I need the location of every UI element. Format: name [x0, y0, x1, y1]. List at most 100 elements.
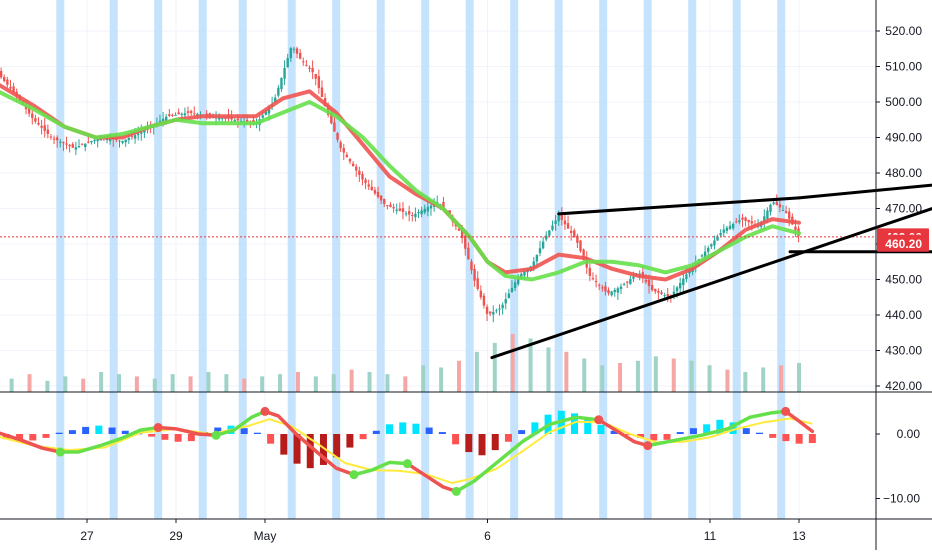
candle-body: [707, 247, 710, 252]
oscillator-histogram-bar: [148, 434, 156, 437]
oscillator-tick-label: −10.00: [883, 492, 920, 506]
candle-body: [0, 71, 3, 78]
candle-body: [601, 287, 604, 289]
candle-body: [333, 122, 336, 132]
oscillator-histogram-bar: [703, 424, 711, 434]
price-tick-label: 440.00: [885, 308, 922, 322]
candle-body: [283, 67, 286, 79]
oscillator-cross-dot: [153, 423, 163, 433]
candle-body: [407, 211, 411, 215]
candle-body: [68, 144, 71, 147]
volume-bar: [27, 374, 32, 392]
candle-body: [392, 207, 395, 209]
oscillator-histogram-bar: [769, 434, 777, 438]
oscillator-histogram-bar: [55, 432, 63, 434]
candle-body: [183, 113, 187, 116]
oscillator-histogram-bar: [676, 432, 684, 434]
lower-trendline: [490, 207, 932, 360]
candle-body: [788, 211, 791, 219]
candle-body: [750, 221, 754, 224]
oscillator-histogram-bar: [187, 434, 195, 442]
oscillator-tick-label: 0.00: [897, 427, 921, 441]
candle-body: [685, 274, 688, 280]
candle-body: [769, 204, 772, 212]
candle-body: [650, 285, 654, 291]
volume-bar: [707, 365, 712, 392]
price-tick-label: 450.00: [885, 273, 922, 287]
candle-body: [429, 205, 433, 209]
oscillator-histogram-bar: [425, 427, 433, 434]
candle-body: [158, 120, 162, 122]
candle-body: [9, 87, 12, 89]
candle-body: [473, 268, 476, 281]
time-tick-label: 29: [169, 529, 183, 543]
candle-body: [551, 225, 554, 230]
oscillator-histogram-bar: [650, 434, 658, 441]
oscillator-histogram-bar: [240, 428, 248, 434]
candle-body: [130, 135, 134, 137]
candle-body: [582, 249, 585, 260]
upper-trendline-extension: [797, 183, 932, 200]
candle-body: [345, 154, 349, 158]
candle-body: [492, 311, 495, 315]
oscillator-histogram-bar: [782, 434, 790, 442]
candle-body: [517, 276, 520, 285]
oscillator-histogram-bar: [742, 428, 750, 434]
oscillator-histogram-bar: [610, 430, 618, 434]
session-highlight: [510, 0, 519, 519]
oscillator-histogram-bar: [518, 430, 526, 434]
candle-body: [703, 251, 707, 258]
candle-body: [12, 86, 15, 93]
volume-bar: [152, 378, 157, 392]
price-tick-label: 480.00: [885, 166, 922, 180]
session-highlight: [465, 0, 474, 519]
price-tick-label: 490.00: [885, 131, 922, 145]
candle-body: [180, 113, 183, 115]
candle-body: [90, 141, 93, 143]
candle-body: [741, 217, 744, 220]
candle-body: [264, 111, 268, 115]
candle-body: [27, 106, 31, 114]
candle-body: [535, 254, 539, 262]
oscillator-fast-line: [783, 409, 815, 434]
candle-body: [395, 209, 398, 211]
session-highlights: [56, 0, 786, 519]
candle-body: [40, 125, 43, 128]
oscillator-histogram-bar: [333, 434, 341, 458]
volume-bar: [295, 371, 300, 392]
candle-body: [355, 166, 358, 171]
oscillator-histogram-bar: [637, 434, 645, 438]
volume-bar: [331, 374, 336, 392]
oscillator-cross-dot: [260, 406, 270, 416]
candle-body: [404, 213, 408, 215]
session-highlight: [554, 0, 563, 519]
volume-bar: [635, 360, 640, 392]
candle-body: [613, 289, 616, 293]
oscillator-histogram-bar: [29, 434, 37, 441]
oscillator-cross-dot: [55, 447, 65, 457]
candle-body: [523, 271, 526, 276]
candle-body: [411, 214, 414, 216]
candle-body: [261, 115, 264, 118]
volume-bar: [242, 378, 247, 392]
oscillator-histogram-bar: [372, 430, 380, 434]
time-tick-label: 13: [792, 529, 806, 543]
candle-body: [136, 133, 140, 136]
candle-body: [495, 310, 498, 312]
candle-body: [520, 273, 523, 279]
oscillator-histogram-bar: [531, 422, 539, 434]
volume-bar: [725, 369, 730, 392]
candle-body: [348, 158, 352, 162]
candle-body: [398, 208, 402, 211]
oscillator-cross-dot: [349, 470, 359, 480]
oscillator-histogram-bar: [597, 424, 605, 434]
candle-body: [308, 67, 311, 69]
candle-body: [579, 240, 582, 252]
candle-body: [629, 279, 632, 284]
candle-body: [189, 111, 193, 113]
oscillator-cross-dot: [643, 441, 653, 451]
volume-bar: [618, 363, 623, 392]
volume-bar: [224, 374, 229, 392]
